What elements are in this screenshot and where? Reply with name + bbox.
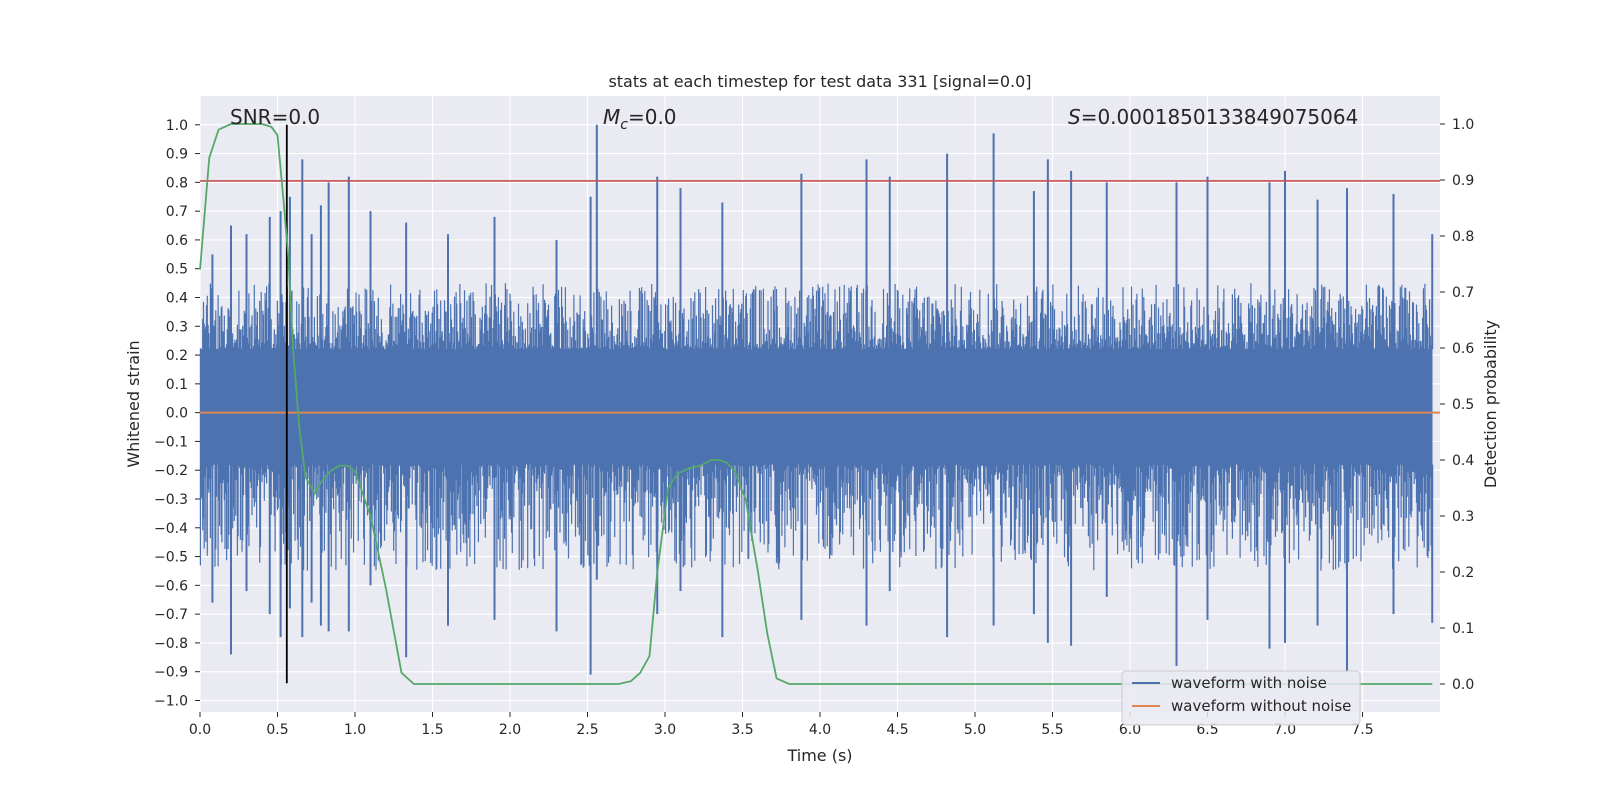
y-tick-label: 0.0 <box>166 406 188 422</box>
x-tick-label: 3.0 <box>654 722 676 738</box>
s-annotation: S=0.0001850133849075064 <box>1068 105 1358 129</box>
x-tick-label: 2.5 <box>576 722 598 738</box>
detection-probability-line <box>199 123 1433 685</box>
y2-tick-label: 0.7 <box>1452 285 1474 301</box>
x-axis-label: Time (s) <box>786 746 852 765</box>
y2-tick-label: 0.0 <box>1452 677 1474 693</box>
x-tick-label: 7.0 <box>1274 722 1296 738</box>
chart-title: stats at each timestep for test data 331… <box>608 72 1031 91</box>
y2-tick-label: 0.4 <box>1452 453 1474 469</box>
legend-label-clean: waveform without noise <box>1171 697 1351 715</box>
legend-label-noise: waveform with noise <box>1171 674 1327 692</box>
y-tick-label: 0.2 <box>166 348 188 364</box>
ticks: 0.0 0.5 1.0 1.5 2.0 2.5 3.0 3.5 4.0 4.5 5.0 5.5 6.0 6… <box>154 117 1474 738</box>
y-tick-label: 0.9 <box>166 147 188 163</box>
x-tick-label: 1.0 <box>344 722 366 738</box>
y2-tick-label: 0.1 <box>1452 621 1474 637</box>
s-symbol: S <box>1068 105 1081 129</box>
x-tick-label: 5.5 <box>1041 722 1063 738</box>
y-tick-label: −0.8 <box>154 636 188 652</box>
y-tick-label: 0.4 <box>166 290 188 306</box>
y-tick-label: −0.3 <box>154 492 188 508</box>
y-tick-label: 0.5 <box>166 262 188 278</box>
legend: waveform with noise waveform without noi… <box>1121 670 1361 726</box>
y-tick-label: 1.0 <box>166 118 188 134</box>
x-tick-label: 4.0 <box>809 722 831 738</box>
y-tick-label: 0.6 <box>166 233 188 249</box>
y-tick-label: 0.1 <box>166 377 188 393</box>
y2-tick-label: 1.0 <box>1452 117 1474 133</box>
snr-annotation: SNR=0.0 <box>230 105 320 129</box>
y-tick-label: −0.2 <box>154 463 188 479</box>
y-tick-label: −1.0 <box>154 693 188 709</box>
snr-prefix: SNR <box>230 105 272 129</box>
noise-series <box>199 124 1434 675</box>
y-tick-label: −0.9 <box>154 665 188 681</box>
legend-box <box>1121 670 1361 726</box>
y-axis-label: Whitened strain <box>124 340 143 467</box>
mc-subscript: c <box>620 117 628 133</box>
y-tick-label: −0.6 <box>154 578 188 594</box>
overlay-lines <box>199 123 1440 685</box>
x-tick-label: 4.5 <box>886 722 908 738</box>
y2-tick-label: 0.9 <box>1452 173 1474 189</box>
x-tick-label: 5.0 <box>964 722 986 738</box>
s-value: =0.0001850133849075064 <box>1081 105 1359 129</box>
y-tick-label: 0.3 <box>166 319 188 335</box>
noise-core-band <box>200 349 1433 465</box>
x-tick-label: 0.5 <box>266 722 288 738</box>
x-tick-label: 0.0 <box>189 722 211 738</box>
y2-tick-label: 0.8 <box>1452 229 1474 245</box>
x-tick-label: 3.5 <box>731 722 753 738</box>
y-tick-label: 0.7 <box>166 204 188 220</box>
mc-value: =0.0 <box>628 105 677 129</box>
x-tick-label: 6.0 <box>1119 722 1141 738</box>
x-tick-label: 6.5 <box>1196 722 1218 738</box>
mc-annotation: Mc=0.0 <box>603 105 677 133</box>
snr-value: =0.0 <box>272 105 321 129</box>
y2-axis-label: Detection probability <box>1481 320 1500 488</box>
y2-tick-label: 0.2 <box>1452 565 1474 581</box>
y-tick-label: −0.4 <box>154 521 188 537</box>
x-tick-label: 2.0 <box>499 722 521 738</box>
y-tick-label: −0.7 <box>154 607 188 623</box>
y-tick-label: −0.1 <box>154 434 188 450</box>
y-tick-label: −0.5 <box>154 550 188 566</box>
mc-symbol: M <box>603 105 620 129</box>
x-tick-label: 1.5 <box>421 722 443 738</box>
y2-tick-label: 0.6 <box>1452 341 1474 357</box>
y2-tick-label: 0.3 <box>1452 509 1474 525</box>
y-tick-label: 0.8 <box>166 175 188 191</box>
x-tick-label: 7.5 <box>1351 722 1373 738</box>
y2-tick-label: 0.5 <box>1452 397 1474 413</box>
